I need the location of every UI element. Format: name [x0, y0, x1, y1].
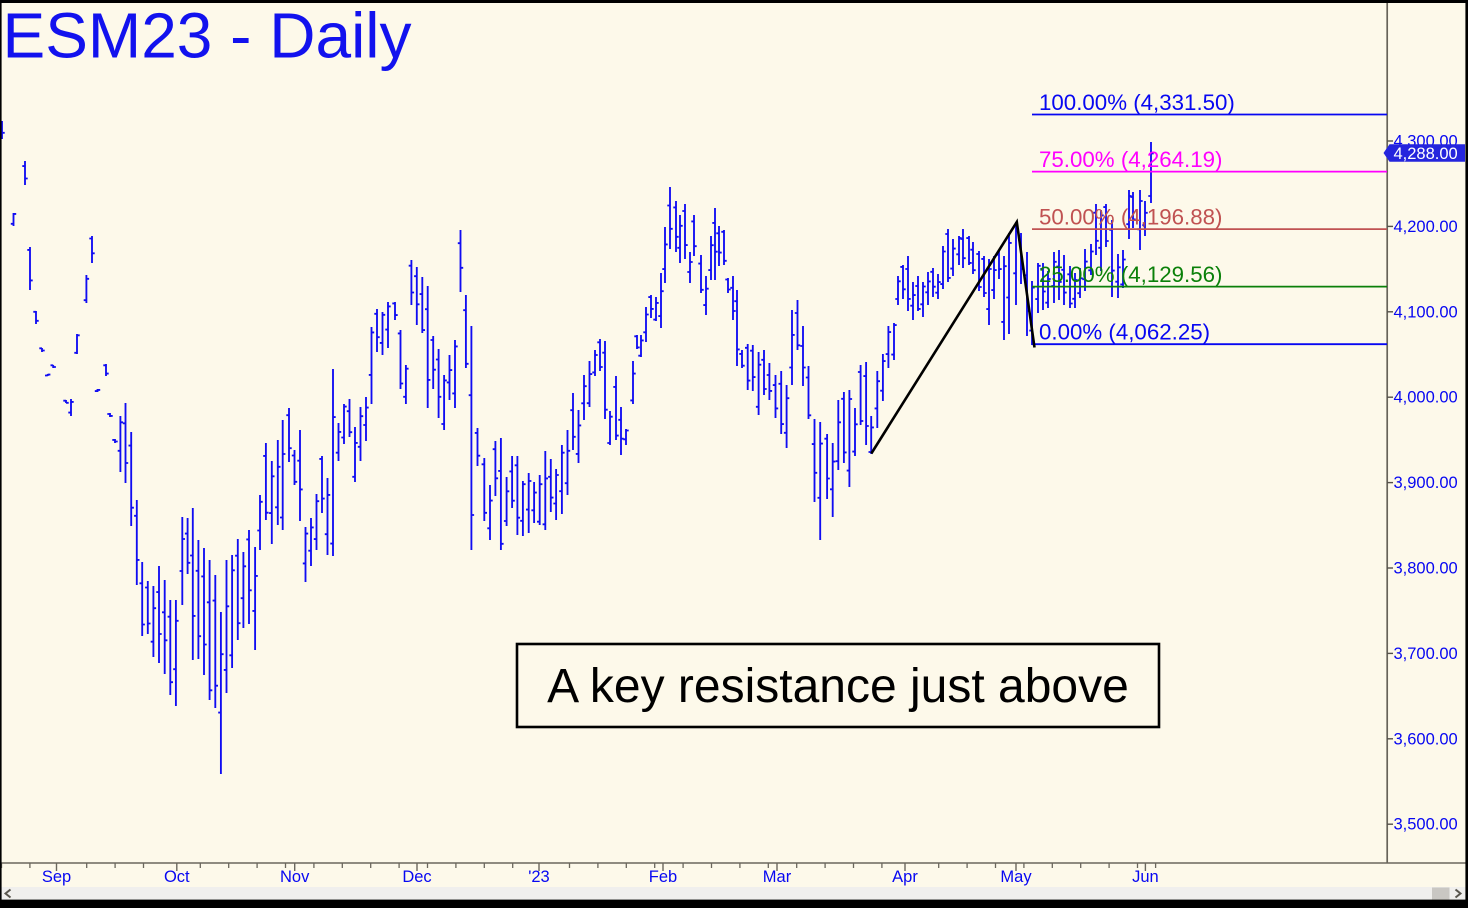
svg-text:3,600.00: 3,600.00	[1394, 730, 1458, 748]
svg-text:25.00% (4,129.56): 25.00% (4,129.56)	[1039, 262, 1222, 287]
svg-text:3,700.00: 3,700.00	[1394, 645, 1458, 663]
svg-text:3,500.00: 3,500.00	[1394, 816, 1458, 834]
svg-text:4,000.00: 4,000.00	[1394, 389, 1458, 407]
svg-text:Sep: Sep	[42, 868, 71, 886]
svg-text:May: May	[1000, 868, 1032, 886]
svg-text:Nov: Nov	[280, 868, 310, 886]
svg-text:Mar: Mar	[763, 868, 792, 886]
svg-text:Oct: Oct	[164, 868, 190, 886]
svg-text:Jun: Jun	[1132, 868, 1159, 886]
svg-text:4,100.00: 4,100.00	[1394, 303, 1458, 321]
svg-text:3,800.00: 3,800.00	[1394, 560, 1458, 578]
svg-text:100.00% (4,331.50): 100.00% (4,331.50)	[1039, 90, 1235, 115]
svg-text:Apr: Apr	[892, 868, 918, 886]
svg-text:ESM23 - Daily: ESM23 - Daily	[3, 0, 412, 72]
svg-text:0.00% (4,062.25): 0.00% (4,062.25)	[1039, 320, 1210, 345]
svg-text:50.00% (4,196.88): 50.00% (4,196.88)	[1039, 205, 1222, 230]
svg-text:'23: '23	[528, 868, 550, 886]
svg-text:Feb: Feb	[649, 868, 677, 886]
svg-text:4,200.00: 4,200.00	[1394, 218, 1458, 236]
svg-text:4,288.00: 4,288.00	[1394, 145, 1458, 163]
svg-text:75.00% (4,264.19): 75.00% (4,264.19)	[1039, 147, 1222, 172]
svg-text:Dec: Dec	[402, 868, 431, 886]
svg-text:3,900.00: 3,900.00	[1394, 474, 1458, 492]
svg-text:A key resistance just above: A key resistance just above	[547, 660, 1129, 713]
